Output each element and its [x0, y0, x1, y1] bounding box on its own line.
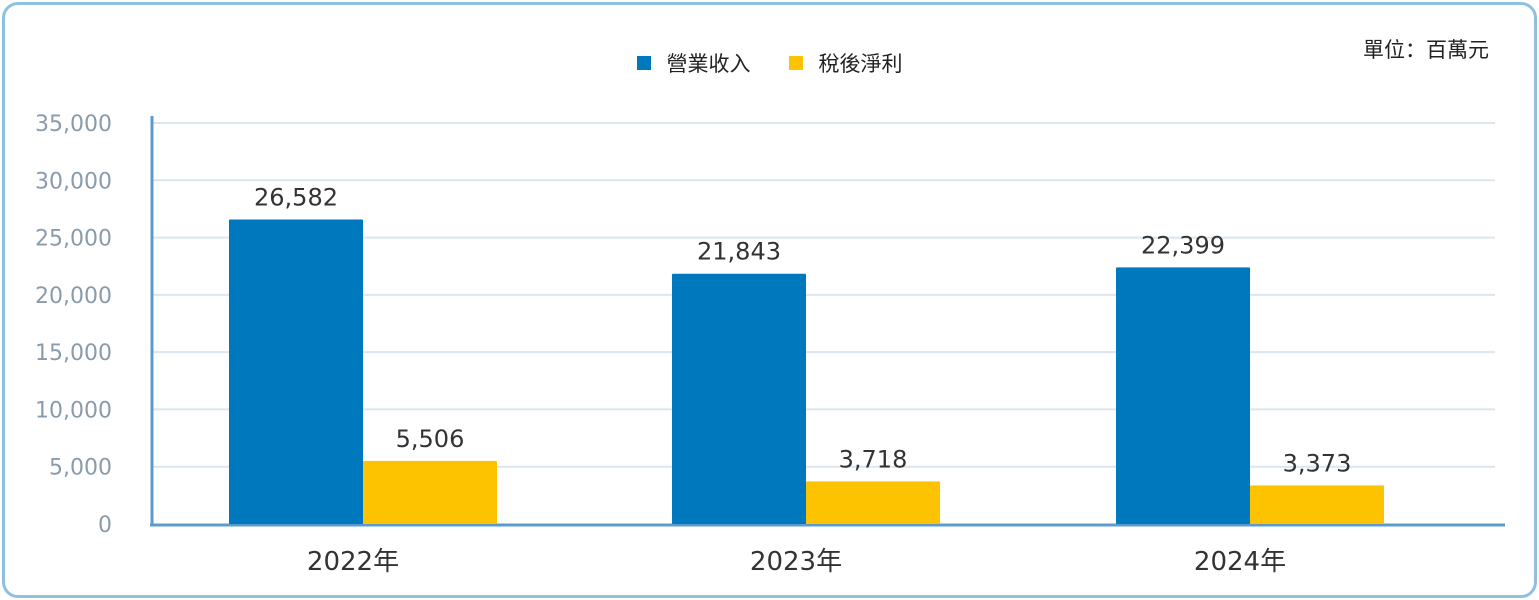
x-tick-label: 2024年: [1194, 547, 1286, 577]
legend-item-revenue: 營業收入: [636, 48, 751, 78]
bar-net-income: [1250, 485, 1384, 524]
legend-swatch-net-income: [788, 56, 803, 70]
bar-revenue: [229, 219, 363, 524]
y-tick-label: 25,000: [35, 227, 112, 252]
legend-label-revenue: 營業收入: [666, 52, 751, 76]
data-label-revenue: 21,843: [697, 238, 781, 266]
data-label-net-income: 3,373: [1283, 449, 1352, 477]
bar-revenue: [672, 273, 806, 524]
bar-net-income: [806, 481, 940, 524]
data-label-net-income: 3,718: [839, 445, 908, 473]
y-tick-label: 30,000: [35, 169, 112, 194]
y-tick-label: 15,000: [35, 341, 112, 366]
legend-label-net-income: 稅後淨利: [818, 52, 903, 76]
y-tick-label: 35,000: [35, 112, 112, 137]
bar-revenue: [1116, 267, 1250, 524]
unit-label: 單位：百萬元: [1363, 38, 1489, 62]
data-label-net-income: 5,506: [396, 425, 465, 453]
legend-swatch-revenue: [636, 56, 651, 70]
legend-item-net-income: 稅後淨利: [788, 48, 903, 78]
y-tick-label: 5,000: [49, 456, 112, 481]
data-label-revenue: 26,582: [254, 183, 338, 211]
y-tick-label: 0: [98, 513, 112, 538]
y-tick-label: 20,000: [35, 284, 112, 309]
x-tick-label: 2022年: [307, 547, 399, 577]
legend: 營業收入 稅後淨利: [0, 48, 1539, 78]
bar-net-income: [363, 460, 497, 524]
y-tick-label: 10,000: [35, 398, 112, 423]
data-label-revenue: 22,399: [1141, 231, 1225, 259]
x-tick-label: 2023年: [750, 547, 842, 577]
